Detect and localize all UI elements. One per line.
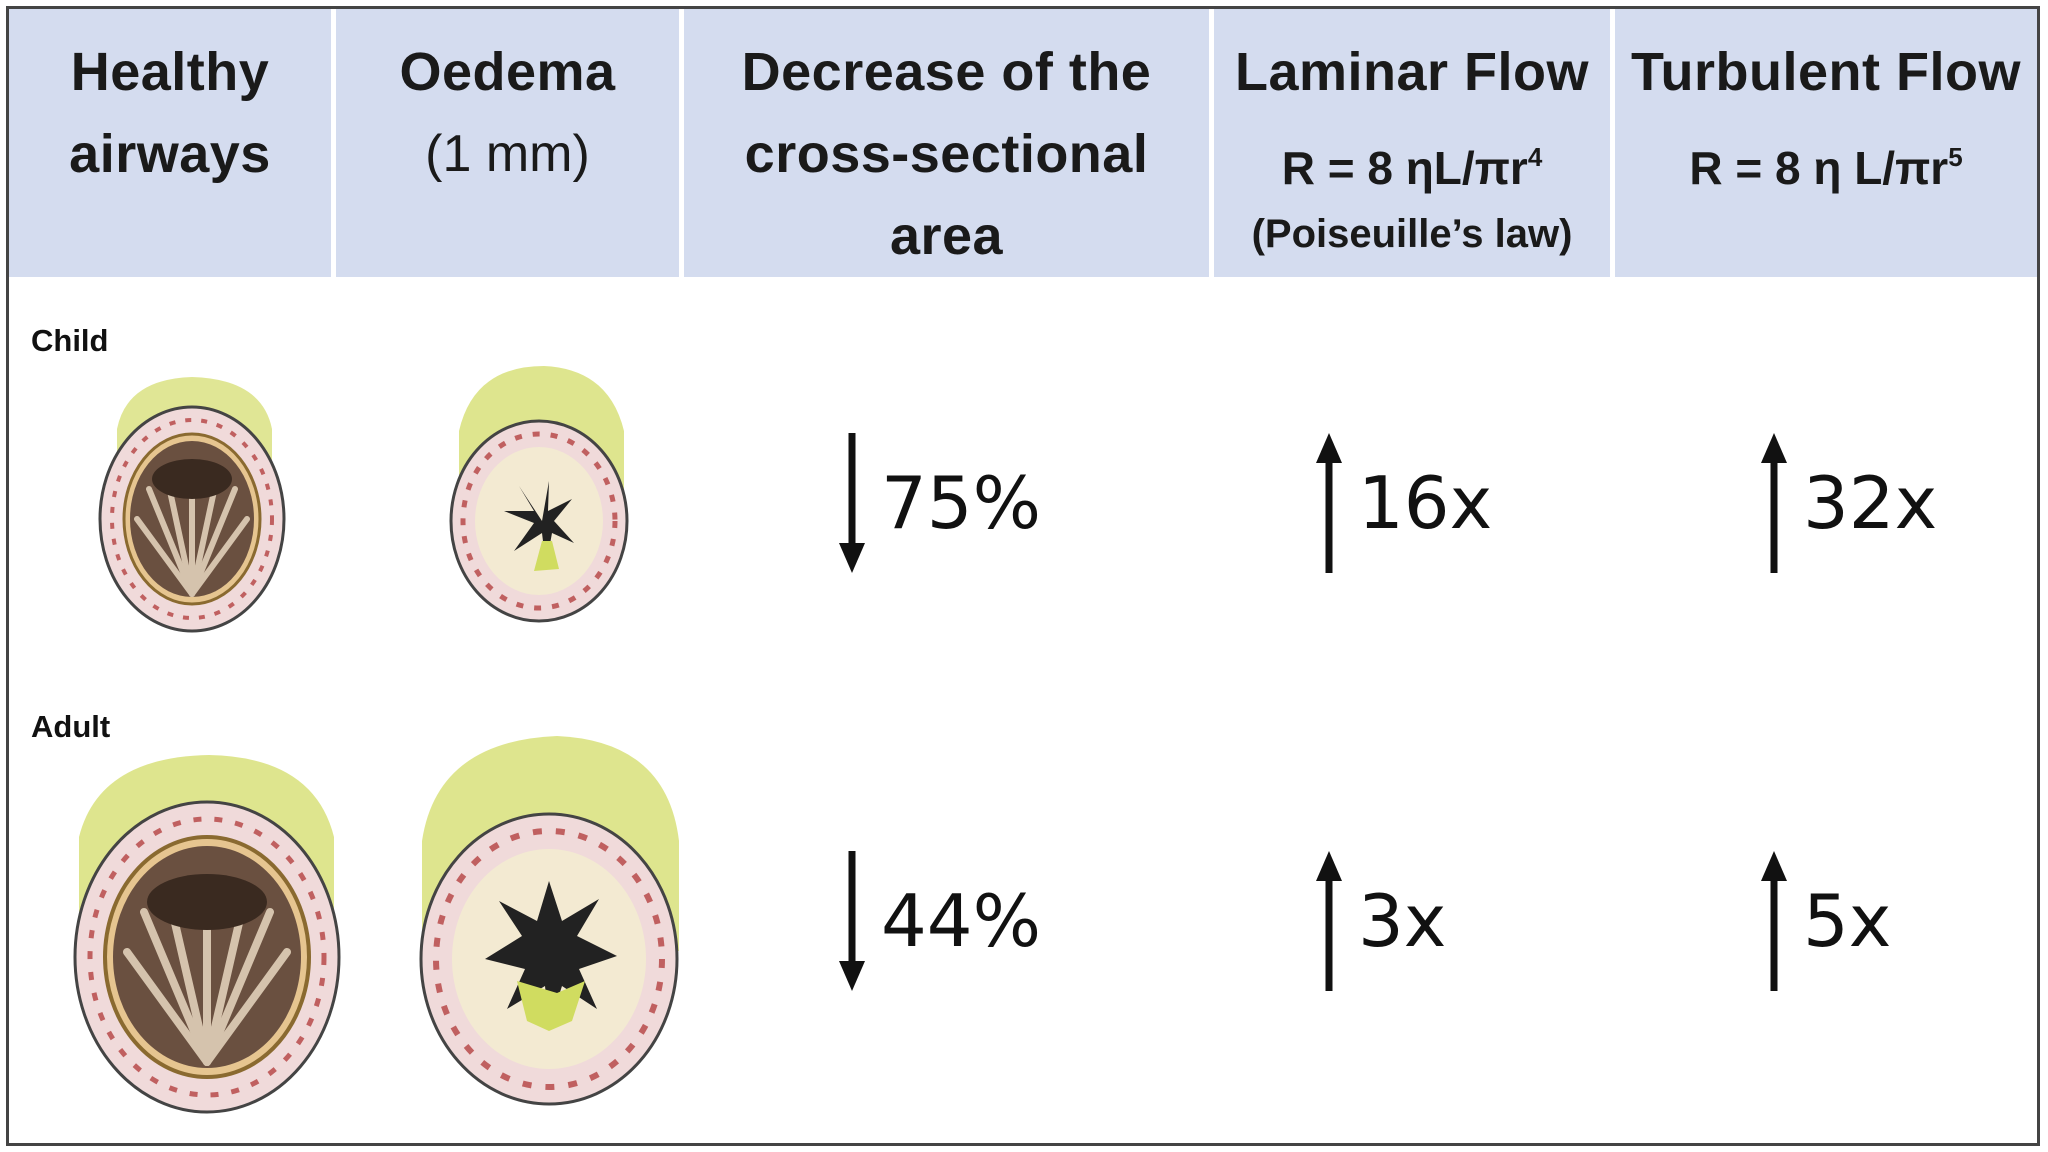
header-decrease: Decrease of the cross-sectional area	[684, 9, 1214, 277]
header-decrease-line2: cross-sectional area	[744, 124, 1149, 266]
table-header: Healthy airways Oedema (1 mm) Decrease o…	[9, 9, 2037, 277]
row-label-child: Child	[31, 323, 109, 358]
adult-decrease-value: 44%	[837, 851, 1041, 991]
header-turbulent-formula: R = 8 η L/πr5	[1689, 142, 1963, 194]
child-oedema-airway-illustration	[449, 366, 629, 623]
child-laminar-value: 16x	[1314, 433, 1492, 573]
arrow-down-icon	[839, 851, 865, 991]
adult-oedema-airway-illustration	[419, 736, 679, 1106]
adult-turbulent-text: 5x	[1803, 879, 1892, 963]
header-oedema: Oedema (1 mm)	[336, 9, 684, 277]
header-laminar-law: (Poiseuille’s law)	[1251, 212, 1573, 256]
header-turbulent-title: Turbulent Flow	[1631, 42, 2021, 102]
diagram-frame: Healthy airways Oedema (1 mm) Decrease o…	[6, 6, 2040, 1146]
header-decrease-line1: Decrease of the	[741, 42, 1152, 102]
child-laminar-text: 16x	[1358, 461, 1493, 545]
header-healthy-airways: Healthy airways	[9, 9, 336, 277]
adult-laminar-text: 3x	[1358, 879, 1447, 963]
arrow-up-icon	[1761, 433, 1787, 573]
header-laminar-formula: R = 8 ηL/πr4	[1281, 142, 1543, 194]
header-oedema-line1: Oedema	[399, 42, 616, 102]
arrow-up-icon	[1316, 433, 1342, 573]
child-decrease-text: 75%	[881, 461, 1042, 545]
adult-laminar-value: 3x	[1314, 851, 1446, 991]
child-healthy-airway-illustration	[98, 377, 286, 633]
header-oedema-line2: (1 mm)	[425, 125, 590, 183]
adult-turbulent-value: 5x	[1759, 851, 1891, 991]
header-laminar-flow: Laminar Flow R = 8 ηL/πr4 (Poiseuille’s …	[1214, 9, 1615, 277]
arrow-down-icon	[839, 433, 865, 573]
child-turbulent-text: 32x	[1803, 461, 1938, 545]
arrow-up-icon	[1316, 851, 1342, 991]
header-laminar-title: Laminar Flow	[1234, 42, 1590, 102]
header-healthy-line1: Healthy	[70, 42, 270, 102]
adult-decrease-text: 44%	[881, 879, 1042, 963]
child-decrease-value: 75%	[837, 433, 1041, 573]
adult-healthy-airway-illustration	[73, 755, 341, 1114]
row-label-adult: Adult	[31, 709, 111, 744]
header-turbulent-flow: Turbulent Flow R = 8 η L/πr5	[1615, 9, 2037, 277]
arrow-up-icon	[1761, 851, 1787, 991]
child-turbulent-value: 32x	[1759, 433, 1937, 573]
header-healthy-line2: airways	[69, 124, 271, 184]
